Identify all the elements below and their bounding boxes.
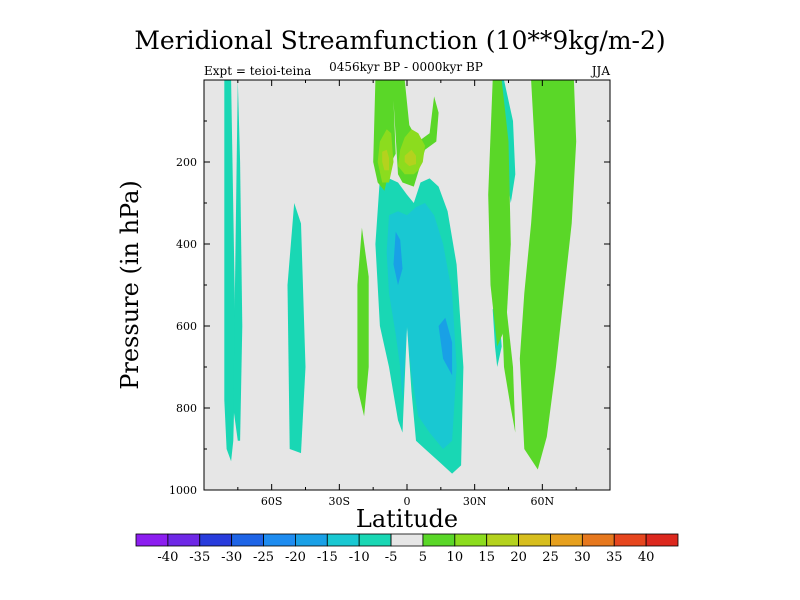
colorbar-label: -10: [349, 550, 370, 565]
colorbar-label: 15: [478, 550, 495, 565]
colorbar-label: -40: [157, 550, 178, 565]
y-tick-label: 400: [176, 238, 197, 251]
colorbar-swatch: [390, 533, 424, 547]
experiment-label: Expt = teioi-teina: [204, 64, 312, 78]
contour-region-4: [386, 203, 457, 449]
y-tick-label: 200: [176, 156, 197, 169]
colorbar-label: -25: [253, 550, 274, 565]
colorbar-swatch: [231, 533, 264, 547]
contour-region-5: [393, 231, 403, 285]
y-tick-label: 1000: [169, 484, 197, 497]
colorbar-swatch: [581, 533, 615, 547]
contour-region-17: [519, 80, 577, 470]
x-tick-label: 60S: [261, 495, 283, 508]
colorbar-swatch: [199, 533, 233, 547]
y-axis-label: Pressure (in hPa): [116, 180, 144, 390]
contour-region-14: [404, 149, 416, 167]
colorbar-swatch: [486, 533, 519, 547]
contour-region-13: [382, 149, 389, 171]
colorbar-swatch: [326, 533, 360, 547]
colorbar-label: 10: [447, 550, 464, 565]
colorbar-label: 20: [510, 550, 527, 565]
colorbar-swatch: [135, 533, 169, 547]
colorbar-label: -15: [317, 550, 338, 565]
colorbar-label: -30: [221, 550, 242, 565]
x-tick-label: 0: [404, 495, 411, 508]
x-axis-label: Latitude: [356, 505, 458, 533]
colorbar-swatch: [422, 533, 456, 547]
colorbar-label: 35: [606, 550, 623, 565]
x-tick-label: 30S: [329, 495, 351, 508]
y-tick-label: 800: [176, 402, 197, 415]
colorbar-swatch: [518, 533, 551, 547]
time-range-label: 0456kyr BP - 0000kyr BP: [329, 60, 483, 74]
colorbar-swatch: [613, 533, 647, 547]
colorbar-swatch: [295, 533, 328, 547]
colorbar-label: -5: [385, 550, 398, 565]
colorbar-swatch: [454, 533, 488, 547]
colorbar-label: 40: [638, 550, 655, 565]
contour-region-0: [224, 80, 236, 462]
colorbar-swatch: [167, 533, 201, 547]
chart-title: Meridional Streamfunction (10**9kg/m-2): [134, 26, 666, 55]
colorbar-label: -35: [189, 550, 210, 565]
y-tick-label: 600: [176, 320, 197, 333]
contour-region-15: [488, 80, 511, 347]
colorbar-swatch: [645, 533, 679, 547]
x-tick-label: 30N: [463, 495, 487, 508]
colorbar-label: 25: [542, 550, 559, 565]
colorbar-swatch: [263, 533, 296, 547]
colorbar-label: -20: [285, 550, 306, 565]
contour-layer: [224, 80, 577, 474]
contour-region-2: [287, 203, 306, 454]
contour-region-1: [233, 80, 243, 441]
colorbar-label: 30: [574, 550, 591, 565]
colorbar-swatch: [550, 533, 583, 547]
colorbar-label: 5: [419, 550, 427, 565]
contour-region-9: [357, 227, 369, 417]
contour-region-16: [501, 305, 516, 433]
season-label: JJA: [591, 64, 610, 78]
x-tick-label: 60N: [531, 495, 555, 508]
contour-region-6: [438, 317, 453, 376]
colorbar-swatch: [358, 533, 392, 547]
